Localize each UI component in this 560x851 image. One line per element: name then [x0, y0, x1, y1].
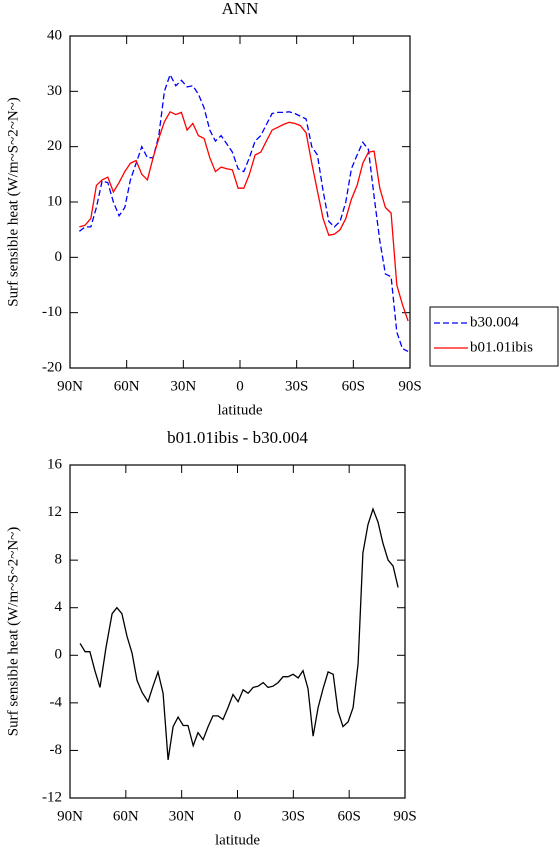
y-tick-label: 10: [47, 193, 62, 209]
y-axis-label: Surf sensible heat (W/m~S~2~N~): [5, 527, 21, 737]
x-tick-label: 60N: [114, 378, 140, 394]
y-tick-label: 40: [47, 27, 62, 43]
y-axis-label: Surf sensible heat (W/m~S~2~N~): [5, 97, 21, 307]
y-tick-label: 8: [55, 552, 63, 568]
chart-title: ANN: [222, 0, 259, 18]
y-tick-label: -10: [42, 304, 62, 320]
y-tick-label: 20: [47, 138, 62, 154]
x-tick-label: 60S: [342, 378, 365, 394]
data-line: [79, 110, 409, 322]
x-axis-label: latitude: [215, 832, 260, 848]
chart-title: b01.01ibis - b30.004: [167, 428, 308, 447]
legend-label: b30.004: [470, 314, 519, 330]
plot-frame: [69, 464, 406, 799]
y-tick-label: -4: [50, 694, 63, 710]
y-tick-label: -12: [42, 789, 62, 805]
legend-label: b01.01ibis: [470, 339, 533, 355]
x-tick-label: 90N: [57, 378, 83, 394]
x-tick-label: 30N: [169, 808, 195, 824]
x-tick-label: 60S: [337, 808, 360, 824]
y-tick-label: 16: [47, 456, 63, 472]
x-tick-label: 90S: [393, 808, 416, 824]
y-tick-label: 0: [55, 647, 63, 663]
y-tick-label: 12: [47, 504, 62, 520]
plot-frame: [69, 35, 411, 369]
legend-box: [429, 306, 559, 367]
x-tick-label: 0: [234, 808, 242, 824]
y-tick-label: 4: [55, 599, 63, 615]
y-tick-label: -20: [42, 359, 62, 375]
x-tick-label: 90S: [398, 378, 421, 394]
x-tick-label: 60N: [113, 808, 139, 824]
data-line: [79, 507, 399, 760]
y-tick-label: 30: [47, 83, 62, 99]
x-axis-label: latitude: [218, 402, 263, 418]
y-tick-label: -8: [50, 742, 63, 758]
x-tick-label: 0: [236, 378, 244, 394]
x-tick-label: 90N: [57, 808, 83, 824]
data-line: [79, 73, 409, 352]
x-tick-label: 30S: [285, 378, 308, 394]
x-tick-label: 30S: [282, 808, 305, 824]
x-tick-label: 30N: [170, 378, 196, 394]
y-tick-label: 0: [55, 249, 63, 265]
